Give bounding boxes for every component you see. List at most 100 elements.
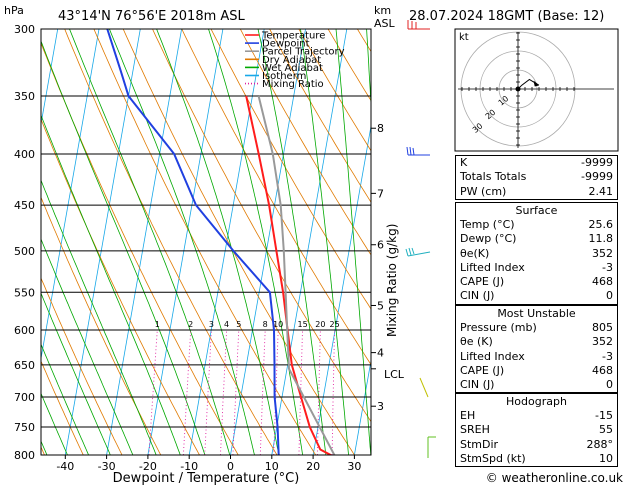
mixing-ratio-line (232, 330, 240, 455)
wet-adiabat-line (41, 40, 206, 455)
mu-cin-label: CIN (J) (460, 378, 495, 392)
sreh-row: SREH 55 (456, 423, 617, 437)
mu-li-label: Lifted Index (460, 349, 525, 363)
km-tick-label: 6 (377, 239, 384, 252)
wet-adiabat-line (41, 114, 181, 455)
mixing-ratio-line (219, 330, 228, 455)
stmdir-value: 288° (586, 437, 614, 451)
km-tick-label: 4 (377, 347, 384, 360)
wet-adiabat-line (300, 29, 350, 455)
mixing-ratio-line (298, 330, 304, 455)
pressure-tick-label: 550 (14, 286, 35, 299)
isotherm-line (0, 14, 19, 455)
hodograph-info-box: Hodograph EH -15 SREH 55 StmDir 288° StmSpd… (455, 393, 618, 468)
stmdir-row: StmDir 288° (456, 438, 617, 452)
surface-dewp-row: Dewp (°C) 11.8 (456, 232, 617, 246)
dry-adiabat-line (210, 29, 371, 310)
mixing-ratio-line (204, 330, 212, 455)
eh-value: -15 (595, 409, 613, 422)
mu-cape-row: CAPE (J) 468 (456, 364, 617, 378)
pw-row: PW (cm) 2.41 (456, 185, 617, 199)
wind-barbs (405, 20, 436, 458)
surface-box: Surface Temp (°C) 25.6 Dewp (°C) 11.8 θe(K… (455, 202, 618, 305)
wet-adiabat-line (41, 179, 157, 455)
surface-thetae-value: 352 (592, 246, 613, 260)
k-index-value: -9999 (581, 156, 613, 169)
mixing-ratio-axis-label: Mixing Ratio (g/kg) (385, 224, 399, 337)
mixing-ratio-label: 20 (315, 320, 325, 329)
surface-dewp-value: 11.8 (588, 232, 614, 246)
pw-value: 2.41 (588, 184, 614, 198)
index-box: K -9999 Totals Totals -9999 PW (cm) 2.41 (455, 155, 618, 200)
surface-cin-label: CIN (J) (460, 289, 495, 303)
mu-li-row: Lifted Index -3 (456, 350, 617, 364)
dry-adiabat-line (41, 277, 123, 455)
legend-entry: Mixing Ratio (262, 79, 324, 90)
surface-thetae-row: θe(K) 352 (456, 247, 617, 261)
most-unstable-header: Most Unstable (497, 307, 576, 320)
km-tick-label: 5 (377, 299, 384, 312)
mixing-ratio-label: 8 (263, 320, 268, 329)
mixing-ratio-line (182, 330, 192, 455)
surface-thetae-label: θe(K) (460, 246, 490, 260)
km-tick-label: 3 (377, 400, 384, 413)
stmspd-label: StmSpd (kt) (460, 451, 526, 465)
isotherm-line (41, 29, 59, 127)
surface-cape-row: CAPE (J) 468 (456, 275, 617, 289)
legend-entry: Temperature (261, 31, 325, 42)
wet-adiabat-line (335, 29, 371, 455)
temperature-tick-label: -10 (180, 460, 198, 473)
dry-adiabat-line (41, 446, 45, 455)
totals-totals-value: -9999 (581, 170, 613, 184)
temperature-tick-label: 30 (347, 460, 361, 473)
legend-entry: Dewpoint (262, 39, 310, 50)
mu-pressure-label: Pressure (mb) (460, 321, 537, 334)
wind-barb-300 (407, 20, 430, 30)
sreh-value: 55 (599, 423, 613, 437)
wet-adiabat-line (156, 29, 280, 455)
x-axis-label: Dewpoint / Temperature (°C) (113, 471, 300, 486)
dry-adiabat-line (298, 29, 371, 152)
surface-cin-value: 0 (606, 289, 613, 303)
surface-cin-row: CIN (J) 0 (456, 289, 617, 303)
wind-barb-700 (419, 377, 429, 398)
dry-adiabat-line (64, 29, 278, 455)
mixing-ratio-line (148, 330, 158, 455)
mixing-ratio-label: 2 (188, 320, 193, 329)
totals-totals-row: Totals Totals -9999 (456, 170, 617, 184)
temperature-tick-label: -20 (139, 460, 157, 473)
wet-adiabat-line (257, 29, 327, 455)
pressure-tick-label: 650 (14, 359, 35, 372)
asl-label: ASL (374, 17, 396, 30)
wet-adiabat-line (208, 29, 304, 455)
temperature-tick-label: 20 (306, 460, 320, 473)
plot-frame (40, 28, 372, 456)
wet-adiabat-line (41, 292, 111, 455)
isotherm-line (230, 29, 306, 455)
dry-adiabat-line (93, 29, 317, 455)
pressure-tick-label: 400 (14, 148, 35, 161)
km-tick-label: 8 (377, 122, 384, 135)
dry-adiabat-line (0, 14, 6, 455)
sreh-label: SREH (460, 423, 490, 437)
pressure-tick-label: 750 (14, 421, 35, 434)
km-tick-label: 7 (377, 187, 384, 200)
plot-background-lines: 1 2 3 4 5 8 10 15 20 25 (0, 14, 371, 455)
dry-adiabat-line (122, 29, 355, 455)
mu-thetae-label: θe (K) (460, 335, 493, 349)
isotherm-line (147, 29, 224, 455)
mu-cin-row: CIN (J) 0 (456, 378, 617, 392)
surface-cape-label: CAPE (J) (460, 275, 505, 289)
surface-temp-label: Temp (°C) (460, 218, 515, 231)
hodograph-header: Hodograph (506, 395, 567, 408)
mixing-ratio-label: 25 (330, 320, 340, 329)
parcel-trajectory-line (257, 95, 336, 455)
eh-label: EH (460, 409, 476, 422)
wind-barb-400 (406, 146, 430, 156)
hodograph-kt-label: kt (459, 32, 469, 43)
wet-adiabat-line (41, 392, 68, 455)
mixing-ratio-line (273, 330, 279, 455)
